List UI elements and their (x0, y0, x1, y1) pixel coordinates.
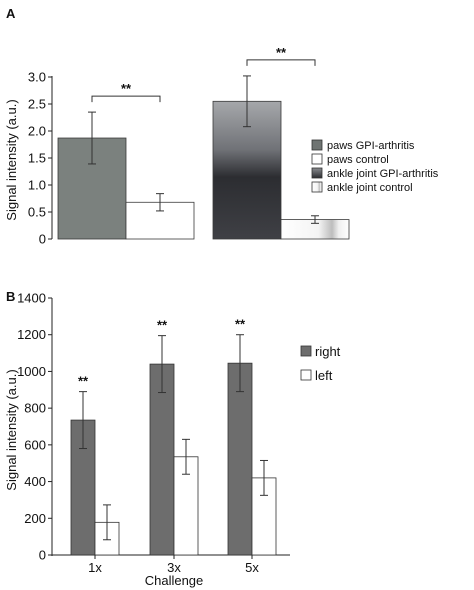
legend-swatch-paws-control (311, 153, 323, 165)
panel-b-x-tick-label: 1x (88, 560, 102, 575)
panel-b-y-tick-label: 400 (24, 474, 46, 489)
panel-b-y-tick-label: 600 (24, 437, 46, 452)
panel-b-bar-right-5x (227, 362, 253, 556)
panel-b-significance-label-1x: ** (78, 374, 89, 389)
legend-label-ankle-gpi: ankle joint GPI-arthritis (327, 168, 439, 180)
panel-a-significance-bracket-0 (91, 95, 161, 103)
panel-a-bars (57, 75, 350, 240)
panel-a-y-tick-label: 1.5 (28, 151, 46, 166)
panel-b-x-tick-label: 5x (245, 560, 259, 575)
panel-b-x-ticks: 1x 3x 5x (88, 555, 259, 575)
panel-b-y-tick-label: 200 (24, 511, 46, 526)
panel-a-y-tick-label: 2.0 (28, 124, 46, 139)
legend-label-right: right (315, 344, 341, 359)
panel-b-significance: ** ** ** (78, 317, 246, 389)
panel-b-x-tick-label: 3x (167, 560, 181, 575)
legend-swatch-ankle-control (311, 181, 323, 193)
panel-a-y-tick-label: 3.0 (28, 70, 46, 85)
panel-b-significance-label-3x: ** (157, 318, 168, 333)
panel-a-significance-label-1: ** (276, 45, 287, 60)
panel-b-y-tick-label: 1200 (17, 327, 46, 342)
panel-a-y-tick-label: 0 (39, 232, 46, 247)
panel-a-letter: A (6, 6, 16, 21)
panel-b-y-tick-label: 1000 (17, 364, 46, 379)
panel-b-letter: B (6, 289, 15, 304)
panel-b-x-axis-label: Challenge (145, 573, 204, 588)
legend-swatch-left (300, 369, 312, 381)
panel-b-legend: right left (300, 344, 341, 383)
panel-b-y-ticks: 0 200 400 600 800 1000 1200 1400 (17, 291, 52, 563)
panel-b-y-tick-label: 800 (24, 401, 46, 416)
panel-b-y-tick-label: 0 (39, 548, 46, 563)
panel-a-y-tick-label: 1.0 (28, 178, 46, 193)
legend-label-paws-gpi: paws GPI-arthritis (327, 140, 415, 152)
panel-b-y-axis-label: Signal intensity (a.u.) (4, 369, 19, 490)
panel-a-y-tick-label: 2.5 (28, 97, 46, 112)
panel-b-bars (70, 334, 277, 556)
legend-swatch-paws-gpi (311, 139, 323, 151)
legend-label-left: left (315, 368, 333, 383)
panel-a-significance-bracket-1 (246, 59, 316, 66)
panel-a-significance: ** ** (91, 45, 316, 103)
legend-label-paws-control: paws control (327, 154, 389, 166)
panel-a-significance-label-0: ** (121, 81, 132, 96)
panel-a-y-axis-label: Signal intensity (a.u.) (4, 99, 19, 220)
panel-a-y-ticks: 0 0.5 1.0 1.5 2.0 2.5 3.0 (28, 70, 52, 247)
legend-swatch-ankle-gpi (311, 167, 323, 179)
panel-b-y-tick-label: 1400 (17, 291, 46, 306)
panel-a-y-tick-label: 0.5 (28, 205, 46, 220)
panel-a-legend: paws GPI-arthritis paws control ankle jo… (311, 139, 439, 194)
panel-b: B Signal intensity (a.u.) 0 200 400 600 800 1… (4, 289, 341, 588)
panel-b-significance-label-5x: ** (235, 317, 246, 332)
panel-a: A Signal intensity (a.u.) 0 0.5 1.0 1.5 2.0 2… (4, 6, 439, 247)
legend-swatch-right (300, 345, 312, 357)
legend-label-ankle-control: ankle joint control (327, 182, 413, 194)
